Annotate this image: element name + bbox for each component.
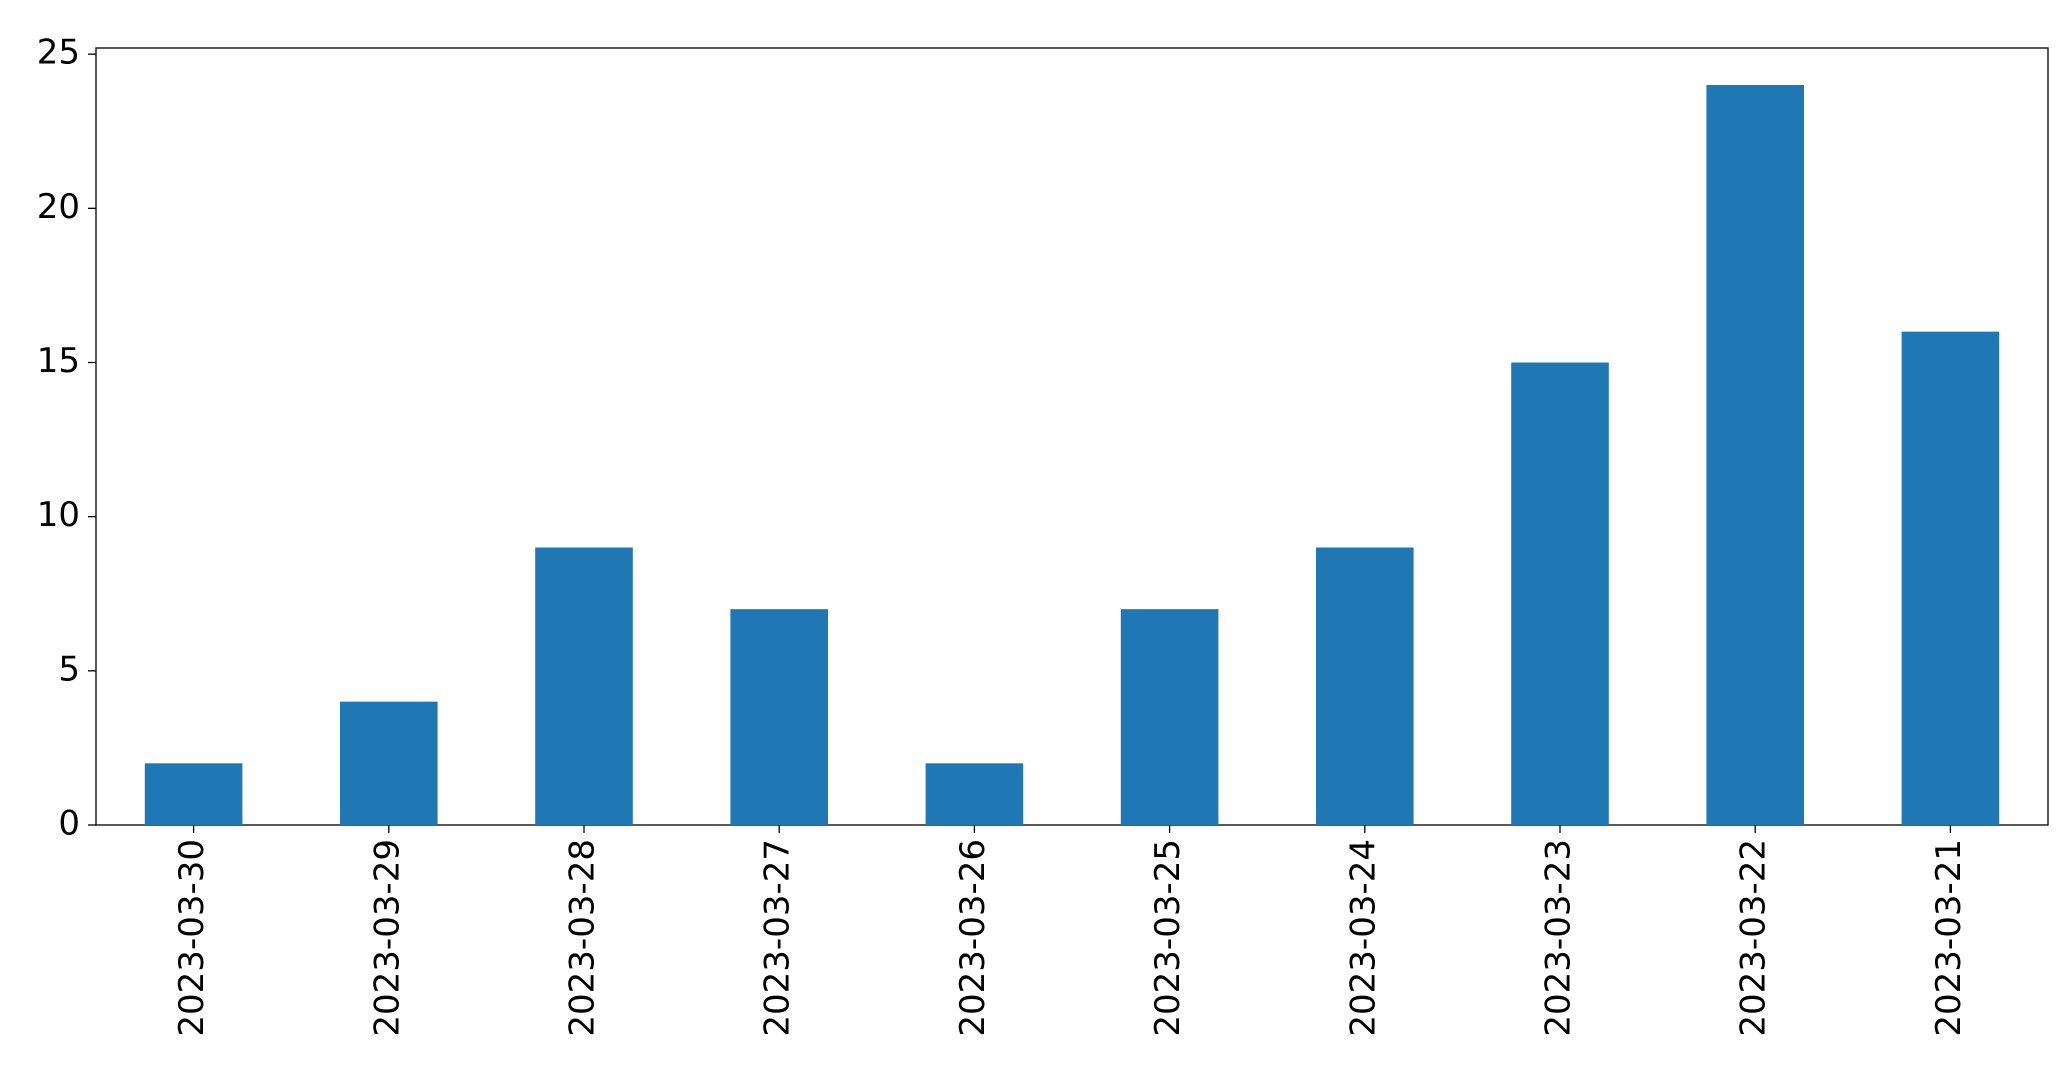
x-tick-label: 2023-03-25 <box>1148 839 1188 1037</box>
bar <box>730 609 828 825</box>
x-tick-label: 2023-03-21 <box>1929 839 1969 1037</box>
bar <box>340 701 438 825</box>
bar <box>1316 547 1414 825</box>
bar <box>1901 331 2000 825</box>
y-tick-label: 20 <box>37 187 80 227</box>
x-tick-label: 2023-03-24 <box>1343 839 1383 1037</box>
x-tick-label: 2023-03-26 <box>953 839 993 1037</box>
x-tick-label: 2023-03-27 <box>758 839 798 1037</box>
x-tick-label: 2023-03-23 <box>1539 839 1579 1037</box>
bar <box>1706 85 1804 825</box>
bar <box>144 763 243 825</box>
x-tick-label: 2023-03-28 <box>563 839 603 1037</box>
x-tick-label: 2023-03-30 <box>172 839 212 1037</box>
y-tick-label: 0 <box>58 804 80 844</box>
bar <box>535 547 633 825</box>
y-tick-label: 25 <box>37 33 80 73</box>
y-tick-label: 15 <box>37 341 80 381</box>
plot-frame <box>95 47 2049 826</box>
y-tick-label: 10 <box>37 495 80 535</box>
x-tick-label: 2023-03-22 <box>1734 839 1774 1037</box>
x-tick-label: 2023-03-29 <box>367 839 407 1037</box>
bar <box>925 763 1024 825</box>
bar <box>1511 362 1609 825</box>
bar <box>1120 609 1219 825</box>
y-tick-label: 5 <box>58 649 80 689</box>
